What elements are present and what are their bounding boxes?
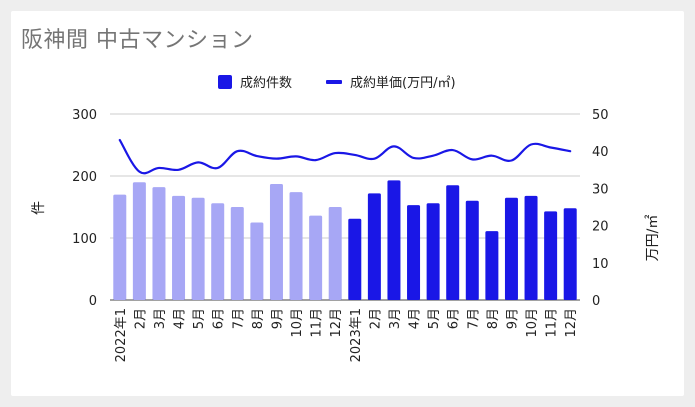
x-tick-label: 7月 bbox=[466, 308, 481, 329]
left-axis-ticks: 0 100 200 300 bbox=[72, 108, 97, 309]
x-tick-label: 5月 bbox=[192, 308, 207, 329]
y-tick-label-right: 30 bbox=[592, 182, 609, 197]
y-tick-label-right: 20 bbox=[592, 220, 609, 235]
bar bbox=[544, 211, 558, 300]
x-tick-label: 6月 bbox=[447, 308, 462, 329]
bar-series bbox=[113, 180, 577, 300]
x-tick-label: 9月 bbox=[505, 308, 520, 329]
y-tick-label-left: 300 bbox=[72, 108, 97, 123]
y-axis-left-title: 件 bbox=[31, 201, 47, 215]
x-tick-label: 2022年1 bbox=[114, 308, 129, 362]
x-tick-label: 12月 bbox=[564, 308, 579, 338]
bar bbox=[426, 203, 440, 300]
bar bbox=[289, 192, 303, 300]
bar bbox=[113, 194, 127, 300]
bar bbox=[387, 180, 401, 300]
line-series bbox=[118, 138, 572, 175]
x-tick-label: 2月 bbox=[368, 308, 383, 329]
x-tick-label: 11月 bbox=[545, 308, 560, 338]
x-tick-label: 8月 bbox=[251, 308, 266, 329]
bar bbox=[230, 207, 244, 300]
x-axis-ticks: 2022年1 2月 3月 4月 5月 6月 7月 8月 9月 10月 11月 12月 2023年1 2月 3… bbox=[114, 308, 579, 362]
y-tick-label-left: 200 bbox=[72, 170, 97, 185]
bar bbox=[328, 207, 342, 300]
y-tick-label-left: 0 bbox=[89, 294, 97, 309]
bar bbox=[563, 208, 577, 300]
legend-swatch-line bbox=[326, 80, 342, 84]
legend: 成約件数 成約単価(万円/㎡) bbox=[218, 75, 456, 91]
x-tick-label: 4月 bbox=[408, 308, 423, 329]
chart-title: 阪神間 中古マンション bbox=[21, 28, 254, 53]
legend-swatch-bars bbox=[218, 75, 232, 89]
bar bbox=[211, 203, 225, 300]
x-tick-label: 7月 bbox=[231, 308, 246, 329]
bar bbox=[524, 195, 538, 300]
bar bbox=[348, 218, 362, 300]
bar bbox=[191, 197, 205, 300]
y-axis-right-title: 万円/㎡ bbox=[645, 215, 661, 262]
bar bbox=[367, 193, 381, 300]
y-tick-label-right: 0 bbox=[592, 294, 600, 309]
x-tick-label: 10月 bbox=[290, 308, 305, 338]
bar bbox=[309, 215, 323, 300]
grid-lines bbox=[110, 113, 580, 301]
x-tick-label: 2023年1 bbox=[349, 308, 364, 362]
x-tick-label: 3月 bbox=[388, 308, 403, 329]
x-tick-label: 3月 bbox=[153, 308, 168, 329]
bar bbox=[152, 187, 166, 300]
bar bbox=[250, 222, 264, 300]
y-tick-label-right: 40 bbox=[592, 145, 609, 160]
y-tick-label-left: 100 bbox=[72, 232, 97, 247]
x-tick-label: 4月 bbox=[173, 308, 188, 329]
bar bbox=[504, 197, 518, 300]
bar bbox=[172, 195, 186, 300]
x-tick-label: 12月 bbox=[329, 308, 344, 338]
bar bbox=[485, 231, 499, 300]
line-path bbox=[118, 138, 572, 175]
y-tick-label-right: 10 bbox=[592, 257, 609, 272]
bar bbox=[407, 205, 421, 300]
x-tick-label: 8月 bbox=[486, 308, 501, 329]
x-tick-label: 9月 bbox=[270, 308, 285, 329]
bar bbox=[132, 182, 146, 300]
legend-label-line: 成約単価(万円/㎡) bbox=[350, 75, 456, 91]
bar bbox=[269, 184, 283, 300]
bar bbox=[446, 185, 460, 300]
right-axis-ticks: 0 10 20 30 40 50 bbox=[592, 108, 609, 309]
x-tick-label: 2月 bbox=[133, 308, 148, 329]
legend-label-bars: 成約件数 bbox=[240, 76, 292, 91]
x-tick-label: 6月 bbox=[212, 308, 227, 329]
x-tick-label: 11月 bbox=[310, 308, 325, 338]
y-tick-label-right: 50 bbox=[592, 108, 609, 123]
x-tick-label: 10月 bbox=[525, 308, 540, 338]
x-tick-label: 5月 bbox=[427, 308, 442, 329]
bar bbox=[465, 200, 479, 300]
